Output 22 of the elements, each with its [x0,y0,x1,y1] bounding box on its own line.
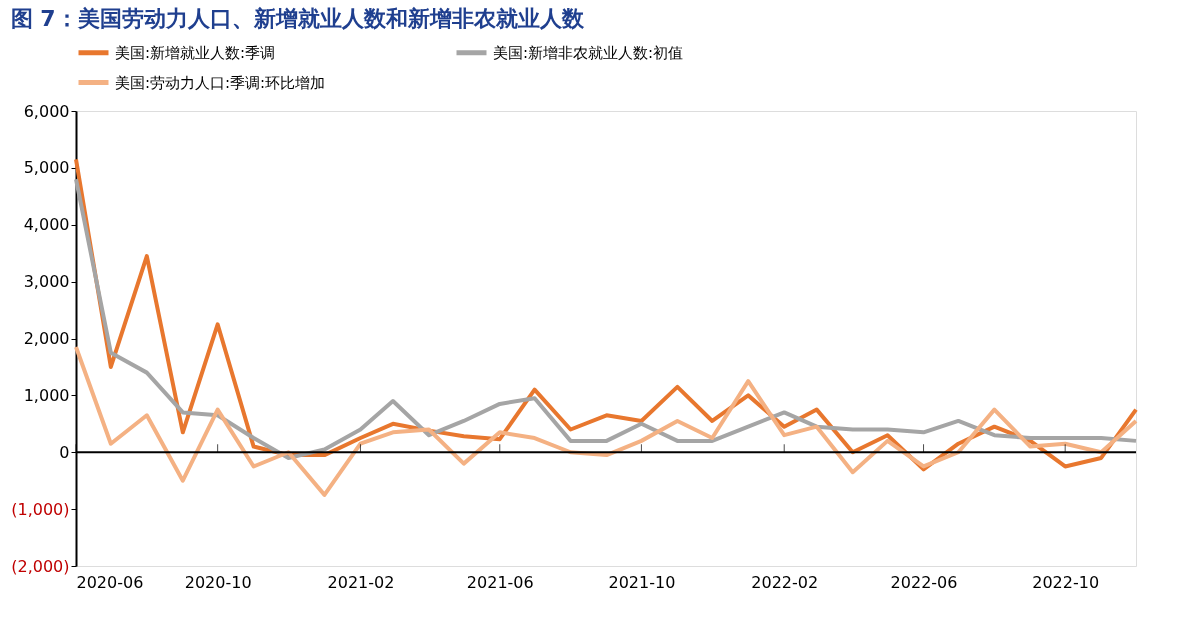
y-tick-label: (1,000) [11,499,70,519]
y-tick-label: 5,000 [23,158,70,178]
y-tick-label: 0 [59,442,70,462]
y-tick-label: 6,000 [23,101,70,121]
legend-label: 美国:劳动力人口:季调:环比增加 [115,73,326,92]
y-tick-label: 1,000 [23,385,70,405]
x-tick-label: 2021-02 [327,572,395,592]
y-tick-label: 2,000 [23,329,70,348]
x-tick-label: 2022-10 [1032,572,1100,592]
legend-label: 美国:新增非农就业人数:初值 [493,43,684,62]
x-tick-label: 2022-06 [890,572,958,592]
y-tick-label: 4,000 [23,215,70,235]
y-tick-label: (2,000) [11,556,70,576]
x-tick-label: 2020-10 [184,572,252,592]
x-tick-label: 2021-10 [608,572,676,592]
x-tick-label: 2020-06 [76,572,144,592]
legend-label: 美国:新增就业人数:季调 [115,43,276,62]
chart-title: 图 7：美国劳动力人口、新增就业人数和新增非农就业人数 [10,6,585,31]
x-tick-label: 2022-02 [751,572,819,592]
x-tick-label: 2021-06 [466,572,534,592]
y-tick-label: 3,000 [23,272,70,292]
line-series [74,345,1138,497]
